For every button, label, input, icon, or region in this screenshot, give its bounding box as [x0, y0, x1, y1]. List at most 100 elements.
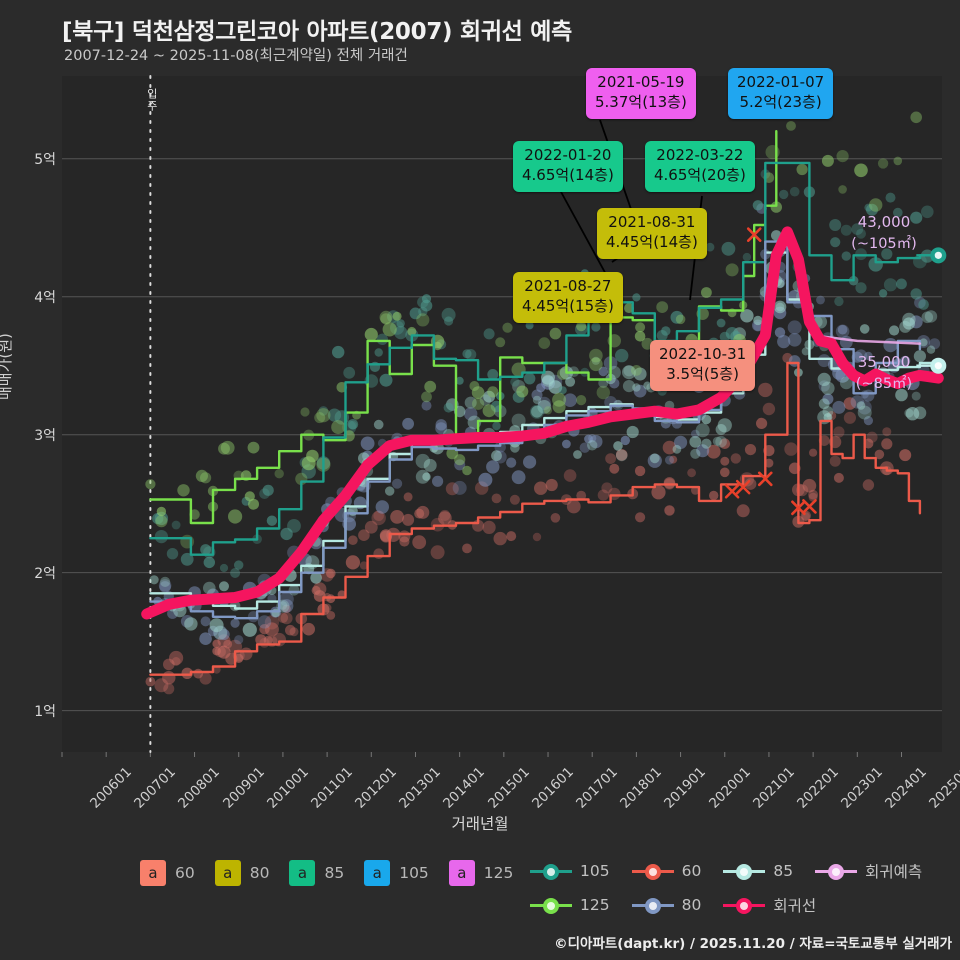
scatter-point: [403, 492, 413, 502]
scatter-point: [715, 424, 727, 435]
scatter-point: [672, 444, 682, 454]
scatter-point: [218, 442, 230, 455]
scatter-point: [605, 453, 616, 464]
scatter-point: [482, 404, 496, 418]
scatter-point: [169, 650, 184, 666]
scatter-point: [262, 484, 274, 496]
callout-price: 4.45억(14층): [606, 232, 698, 251]
legend-line-marker-icon: [631, 862, 674, 880]
legend-chip-80[interactable]: a 80: [214, 860, 290, 886]
legend-chip-85[interactable]: a 85: [289, 860, 364, 886]
scatter-point: [502, 322, 513, 333]
footer-credit: ©디아파트(dapt.kr) / 2025.11.20 / 자료=국토교통부 실…: [554, 936, 952, 952]
cancelled-x-marker: [724, 483, 740, 499]
callout-date: 2022-01-07: [737, 73, 825, 91]
scatter-point: [193, 668, 204, 679]
legend-chip-125[interactable]: a 125: [448, 860, 534, 886]
legend-chip-60[interactable]: a 60: [140, 860, 215, 886]
legend-line-80[interactable]: 80: [631, 896, 702, 914]
scatter-point: [203, 581, 216, 595]
scatter-point: [851, 223, 864, 236]
callout-date: 2021-08-27: [524, 277, 612, 295]
scatter-point: [669, 455, 678, 464]
x-tick-label: 202101: [749, 764, 798, 812]
legend-line-label: 80: [681, 896, 702, 914]
scatter-point: [634, 465, 646, 477]
scatter-point: [214, 646, 226, 658]
scatter-point: [914, 296, 926, 309]
callout-2021-08-27[interactable]: 2021-08-27 4.45억(15층): [513, 272, 623, 323]
legend-line-60[interactable]: 60: [631, 862, 701, 880]
legend-lines-row-2: 125 80 회귀선: [530, 894, 838, 916]
callout-2022-10-31[interactable]: 2022-10-31 3.5억(5층): [650, 340, 756, 391]
scatter-point: [651, 485, 666, 500]
scatter-point: [661, 326, 671, 336]
y-tick-label: 5억: [34, 151, 56, 168]
scatter-point: [199, 632, 212, 645]
series-line-105: [149, 161, 940, 556]
scatter-point: [929, 338, 941, 350]
callout-2022-01-20[interactable]: 2022-01-20 4.65억(14층): [513, 141, 623, 192]
scatter-point: [662, 440, 677, 455]
scatter-point: [510, 377, 520, 387]
scatter-point: [314, 412, 326, 424]
callout-2021-05-19[interactable]: 2021-05-19 5.37억(13층): [586, 68, 696, 119]
legend-line-label: 125: [580, 896, 610, 914]
scatter-point: [435, 419, 447, 431]
scatter-point: [882, 427, 892, 437]
legend-chip-105[interactable]: a 105: [364, 860, 449, 886]
scatter-point: [885, 192, 896, 203]
scatter-point: [145, 479, 156, 490]
x-tick-label: 202001: [705, 764, 754, 812]
scatter-point: [452, 480, 467, 495]
scatter-point: [158, 579, 172, 592]
scatter-point: [615, 348, 629, 363]
scatter-point: [895, 388, 908, 402]
scatter-point: [665, 455, 674, 465]
scatter-point: [634, 331, 646, 342]
callout-2021-08-31[interactable]: 2021-08-31 4.45억(14층): [597, 208, 707, 259]
scatter-point: [787, 333, 802, 347]
scatter-point: [421, 391, 432, 403]
scatter-point: [913, 406, 927, 420]
scatter-point: [409, 307, 422, 320]
scatter-point: [720, 456, 730, 466]
legend-line-85[interactable]: 85: [723, 862, 793, 880]
scatter-point: [478, 472, 493, 487]
legend-line-marker-icon: [723, 862, 766, 880]
scatter-point: [277, 612, 289, 623]
legend-line-yepcheu[interactable]: 회귀예측: [815, 860, 922, 882]
scatter-point: [869, 198, 883, 212]
scatter-point: [566, 499, 581, 514]
legend-line-105[interactable]: 105: [530, 862, 610, 880]
scatter-point: [177, 484, 190, 497]
legend-line-125[interactable]: 125: [530, 896, 610, 914]
legend-line-hoegwi[interactable]: 회귀선: [723, 894, 816, 916]
scatter-point: [523, 455, 537, 469]
scatter-point: [548, 380, 563, 394]
scatter-point: [589, 348, 603, 363]
scatter-point: [841, 251, 851, 261]
scatter-point: [830, 237, 841, 248]
scatter-point: [854, 163, 868, 178]
scatter-point: [709, 490, 719, 501]
scatter-point: [857, 405, 872, 420]
legend-chip-glyph: a: [448, 860, 475, 886]
scatter-point: [155, 515, 168, 528]
legend-chip-glyph: a: [289, 860, 316, 886]
scatter-point: [345, 555, 360, 570]
scatter-point: [234, 560, 244, 570]
callout-2022-01-07[interactable]: 2022-01-07 5.2억(23층): [728, 68, 834, 119]
scatter-point: [288, 584, 300, 596]
x-axis-label: 거래년월: [451, 815, 509, 833]
scatter-point: [343, 366, 356, 379]
scatter-point: [859, 324, 870, 334]
scatter-point: [374, 348, 383, 357]
x-tick-label: 201101: [308, 764, 356, 812]
scatter-point: [219, 581, 229, 592]
y-tick-label: 4억: [34, 289, 56, 306]
scatter-point: [532, 532, 542, 542]
scatter-point: [670, 310, 684, 324]
scatter-point: [913, 350, 927, 363]
callout-2022-03-22[interactable]: 2022-03-22 4.65억(20층): [645, 141, 755, 192]
